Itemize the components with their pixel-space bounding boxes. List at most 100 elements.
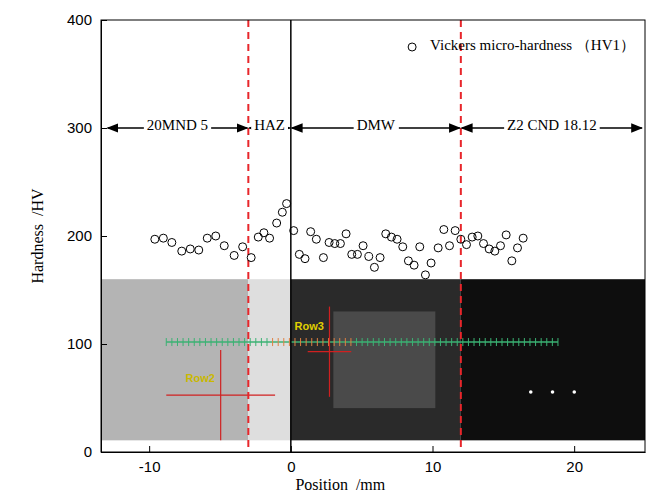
- measurement-tick: [434, 338, 435, 346]
- data-point: [370, 263, 378, 271]
- measurement-tick: [367, 338, 368, 346]
- data-point: [519, 234, 527, 242]
- data-point: [474, 232, 482, 240]
- data-point: [168, 238, 176, 246]
- x-tick-mark: [574, 446, 575, 452]
- data-point: [319, 254, 327, 262]
- measurement-tick: [423, 338, 424, 346]
- data-point: [312, 235, 320, 243]
- y-tick-mark: [101, 20, 107, 21]
- label-patch: [354, 117, 399, 133]
- data-point: [502, 231, 510, 239]
- y-tick-mark: [101, 452, 107, 453]
- x-axis-line: [102, 452, 646, 453]
- measurement-tick: [194, 338, 195, 346]
- measurement-tick: [451, 338, 452, 346]
- micrograph-zone: [101, 279, 248, 440]
- x-tick-mark: [433, 446, 434, 452]
- plot-frame: [101, 20, 645, 452]
- x-tick-label: 0: [287, 458, 295, 475]
- y-tick-mark: [101, 344, 107, 345]
- label-patch: [251, 117, 288, 133]
- micrograph-zone: [291, 279, 461, 440]
- x-tick-label: 10: [425, 458, 442, 475]
- crosshair: [329, 307, 330, 397]
- regions: 20MND 5HAZDMWZ2 CND 18.12: [108, 117, 642, 133]
- measurement-tick: [289, 338, 290, 346]
- measurement-tick: [244, 338, 245, 346]
- x-tick-mark: [149, 446, 150, 452]
- data-point: [283, 200, 291, 208]
- measurement-tick: [485, 338, 486, 346]
- data-point: [295, 250, 303, 258]
- x-tick-label: -10: [139, 458, 161, 475]
- measurement-tick: [356, 338, 357, 346]
- indent: [551, 390, 555, 394]
- boundaries: [248, 20, 461, 452]
- label-patch: [144, 117, 211, 133]
- data-point: [220, 242, 228, 250]
- measurement-tick: [474, 338, 475, 346]
- measurement-tick: [255, 338, 256, 346]
- data-point: [376, 254, 384, 262]
- measurement-tick: [529, 338, 530, 346]
- measurement-tick: [557, 338, 558, 346]
- data-point: [440, 226, 448, 234]
- measurement-tick: [177, 338, 178, 346]
- y-axis-title: Hardness /HV: [29, 188, 46, 284]
- y-tick: 0: [84, 443, 107, 460]
- measurement-tick: [412, 338, 413, 346]
- measurement-tick: [283, 338, 284, 346]
- measurement-tick: [183, 338, 184, 346]
- measurement-tick: [518, 338, 519, 346]
- points: [151, 200, 527, 279]
- data-point: [508, 257, 516, 265]
- label-patch: [504, 117, 600, 133]
- data-point: [273, 219, 281, 227]
- measurement-tick: [462, 338, 463, 346]
- measurement-tick: [541, 338, 542, 346]
- measurement-tick: [490, 338, 491, 346]
- micrograph-zone: [248, 279, 290, 440]
- y-tick: 400: [67, 11, 107, 28]
- measurement-tick: [199, 338, 200, 346]
- measurement-tick: [535, 338, 536, 346]
- measurement-tick: [502, 338, 503, 346]
- measurement-tick: [339, 338, 340, 346]
- data-point: [212, 232, 220, 240]
- measurement-tick: [350, 338, 351, 346]
- data-point: [301, 255, 309, 263]
- data-point: [325, 238, 333, 246]
- y-tick-label: 100: [67, 335, 92, 352]
- y-tick-label: 200: [67, 227, 92, 244]
- region-label: HAZ: [254, 117, 285, 133]
- measurement-tick: [395, 338, 396, 346]
- legend-marker: [408, 43, 416, 51]
- measurement-tick: [334, 338, 335, 346]
- data-point: [307, 228, 315, 236]
- data-point: [451, 227, 459, 235]
- measurement-tick: [188, 338, 189, 346]
- measurement-tick: [524, 338, 525, 346]
- measurement-tick: [390, 338, 391, 346]
- data-point: [159, 234, 167, 242]
- measurement-tick: [440, 338, 441, 346]
- measurement-tick: [266, 338, 267, 346]
- y-tick-label: 400: [67, 11, 92, 28]
- chart: 20MND 5HAZDMWZ2 CND 18.12Row2Row3-100102…: [0, 0, 653, 497]
- data-point: [497, 242, 505, 250]
- boundary-line: [460, 20, 462, 452]
- x-tick: -10: [139, 446, 161, 475]
- x-tick: 20: [566, 446, 583, 475]
- measurement-tick: [401, 338, 402, 346]
- measurement-tick: [166, 338, 167, 346]
- measurement-tick: [457, 338, 458, 346]
- measurement-tick: [272, 338, 273, 346]
- data-point: [195, 246, 203, 254]
- measurement-tick: [278, 338, 279, 346]
- data-point: [278, 208, 286, 216]
- crosshair: [220, 350, 221, 440]
- region-label: Z2 CND 18.12: [507, 117, 597, 133]
- measurement-tick: [429, 338, 430, 346]
- data-point: [353, 250, 361, 258]
